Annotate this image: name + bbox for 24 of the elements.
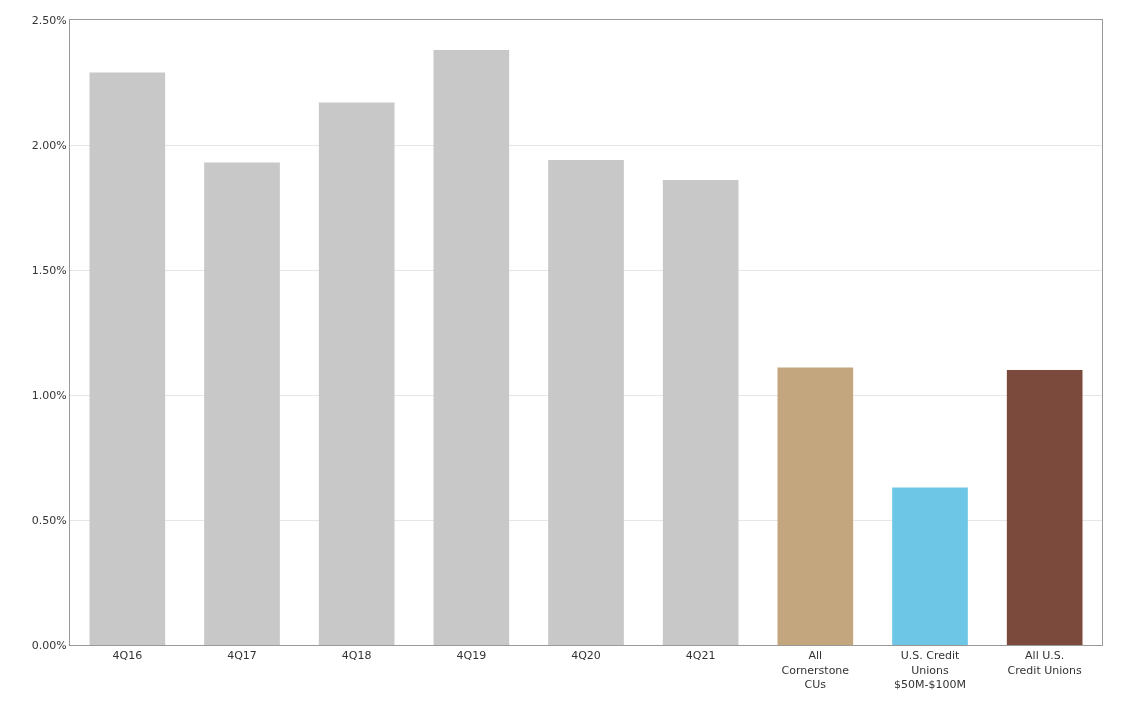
x-tick-label: All Cornerstone CUs [781,649,850,691]
bar [662,180,739,645]
y-tick-label: 1.50% [31,263,67,277]
bar [777,367,854,645]
y-tick-label: 0.50% [31,513,67,527]
x-tick-label: 4Q16 [112,649,143,663]
x-tick-label: 4Q17 [227,649,257,663]
bar [1006,370,1083,645]
bar [433,50,510,645]
bar [892,487,968,645]
bar [204,162,280,645]
y-tick-label: 2.50% [31,13,67,27]
x-tick-label: U.S. Credit Unions $50M-$100M [894,649,966,691]
y-tick-label: 2.00% [31,138,67,152]
x-tick-label: 4Q18 [341,649,372,663]
x-tick-label: All U.S. Credit Unions [1007,649,1082,677]
x-tick-label: 4Q20 [571,649,601,663]
bar [548,160,624,645]
x-tick-label: 4Q21 [685,649,716,663]
bar [318,102,395,645]
y-tick-label: 1.00% [31,388,67,402]
bar [89,72,166,645]
y-tick-label: 0.00% [31,638,67,652]
x-tick-label: 4Q19 [456,649,487,663]
